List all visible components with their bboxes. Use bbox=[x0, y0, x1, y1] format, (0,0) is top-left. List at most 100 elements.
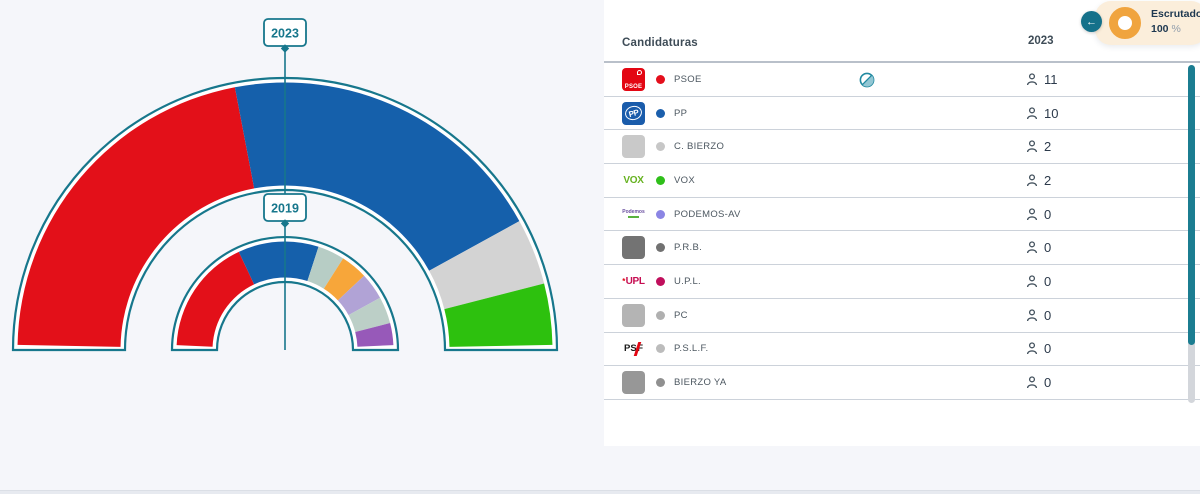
candidature-row[interactable]: C. BIERZO 2 bbox=[604, 130, 1200, 165]
candidature-row[interactable]: PP PP 10 bbox=[604, 96, 1200, 131]
year-label-2019: 2019 bbox=[271, 202, 299, 216]
chart-segment-2023-0[interactable] bbox=[17, 87, 255, 347]
candidature-row[interactable]: P.R.B. 0 bbox=[604, 231, 1200, 266]
chart-segment-2023-1[interactable] bbox=[234, 82, 520, 271]
seat-count: 0 bbox=[1044, 240, 1052, 256]
collapse-back-button[interactable]: ← bbox=[1081, 11, 1102, 32]
party-label: C. BIERZO bbox=[674, 141, 725, 153]
party-color-dot bbox=[656, 74, 665, 84]
candidatures-panel: Candidaturas 2023 PSOE PSOE 11 PP bbox=[604, 0, 1200, 446]
year-column-header: 2023 bbox=[1028, 35, 1054, 47]
seats-cell: 0 bbox=[1026, 366, 1051, 399]
party-logo bbox=[622, 236, 645, 260]
chart-segment-2019-2[interactable] bbox=[307, 246, 344, 289]
chart-segment-2019-5[interactable] bbox=[348, 297, 391, 332]
party-color-dot bbox=[656, 142, 665, 152]
chart-segment-2019-0[interactable] bbox=[176, 251, 255, 347]
seat-count: 10 bbox=[1044, 105, 1059, 121]
chart-segment-2019-1[interactable] bbox=[238, 241, 319, 285]
party-label: VOX bbox=[674, 174, 695, 186]
party-color-dot bbox=[656, 310, 665, 320]
party-logo: Podemos bbox=[622, 203, 645, 226]
candidature-row[interactable]: PSOE PSOE 11 bbox=[604, 63, 1200, 97]
party-logo bbox=[622, 371, 645, 395]
candidature-row[interactable]: * UPL U.P.L. 0 bbox=[604, 265, 1200, 299]
person-icon bbox=[1026, 207, 1038, 220]
party-logo: PS F bbox=[624, 341, 643, 356]
seats-cell: 0 bbox=[1026, 333, 1051, 366]
seat-count: 2 bbox=[1044, 139, 1052, 155]
person-icon bbox=[1026, 309, 1038, 321]
seats-cell: 0 bbox=[1026, 198, 1051, 231]
escrutado-badge: Escrutado 100 % bbox=[1095, 1, 1200, 45]
seats-cell: 10 bbox=[1026, 97, 1058, 130]
party-color-dot bbox=[656, 209, 665, 219]
pact-icon[interactable] bbox=[859, 72, 875, 88]
seat-count: 0 bbox=[1044, 273, 1052, 289]
party-label: P.R.B. bbox=[674, 242, 703, 254]
seats-cell: 2 bbox=[1026, 130, 1051, 163]
seats-cell: 11 bbox=[1026, 63, 1058, 96]
person-icon bbox=[1026, 342, 1038, 355]
party-color-dot bbox=[656, 175, 665, 185]
seats-cell: 0 bbox=[1026, 265, 1051, 298]
seat-count: 0 bbox=[1044, 307, 1052, 323]
seat-count: 11 bbox=[1044, 71, 1058, 87]
chart-segment-2023-3[interactable] bbox=[444, 283, 553, 347]
candidature-row[interactable]: Podemos PODEMOS-AV 0 bbox=[604, 197, 1200, 232]
party-label: PODEMOS-AV bbox=[674, 208, 741, 220]
person-icon bbox=[1026, 73, 1038, 86]
seats-cell: 0 bbox=[1026, 231, 1051, 264]
seat-count: 0 bbox=[1044, 375, 1052, 391]
scrollbar-thumb[interactable] bbox=[1188, 65, 1195, 345]
party-logo: PSOE bbox=[622, 67, 645, 91]
hemicycle-chart-area: 2023 2019 bbox=[11, 18, 559, 352]
person-icon bbox=[1026, 275, 1038, 288]
party-label: PC bbox=[674, 309, 688, 321]
candidatures-column-header: Candidaturas bbox=[622, 37, 698, 49]
candidature-row[interactable]: BIERZO YA 0 bbox=[604, 366, 1200, 400]
seat-count: 0 bbox=[1044, 341, 1052, 357]
party-logo: * UPL bbox=[622, 275, 645, 287]
party-logo: VOX bbox=[623, 174, 644, 186]
person-icon bbox=[1026, 106, 1038, 119]
party-label: PSOE bbox=[674, 73, 702, 85]
party-color-dot bbox=[656, 108, 665, 118]
party-logo: PP bbox=[622, 101, 645, 125]
party-color-dot bbox=[656, 344, 665, 354]
bottom-divider bbox=[0, 490, 1200, 494]
table-header: Candidaturas 2023 bbox=[604, 0, 1200, 63]
chart-segment-2019-6[interactable] bbox=[355, 323, 394, 347]
chart-segment-2019-3[interactable] bbox=[323, 258, 365, 301]
seats-cell: 0 bbox=[1026, 299, 1051, 332]
hemicycle-chart: 2023 2019 bbox=[11, 18, 559, 352]
year-box-pointer bbox=[280, 219, 290, 228]
escrutado-donut-icon bbox=[1109, 7, 1141, 39]
party-color-dot bbox=[656, 276, 665, 286]
candidature-row[interactable]: PC 0 bbox=[604, 298, 1200, 333]
candidature-rows: PSOE PSOE 11 PP PP bbox=[604, 63, 1200, 400]
escrutado-unit: % bbox=[1171, 23, 1181, 35]
party-logo bbox=[622, 135, 645, 159]
party-label: BIERZO YA bbox=[674, 377, 727, 389]
escrutado-value: 100 bbox=[1151, 23, 1169, 35]
seat-count: 2 bbox=[1044, 172, 1052, 188]
party-label: PP bbox=[674, 107, 688, 119]
candidature-row[interactable]: PS F P.S.L.F. 0 bbox=[604, 332, 1200, 367]
escrutado-label: Escrutado bbox=[1151, 8, 1200, 20]
left-arrow-icon: ← bbox=[1086, 15, 1097, 28]
seat-count: 0 bbox=[1044, 206, 1052, 222]
year-box-pointer bbox=[280, 44, 290, 53]
chart-segment-2023-2[interactable] bbox=[429, 221, 545, 310]
person-icon bbox=[1026, 140, 1038, 153]
person-icon bbox=[1026, 241, 1038, 254]
escrutado-text: Escrutado 100 % bbox=[1151, 7, 1200, 37]
party-label: U.P.L. bbox=[674, 275, 701, 287]
party-logo bbox=[622, 303, 645, 327]
person-icon bbox=[1026, 376, 1038, 389]
chart-segment-2019-4[interactable] bbox=[337, 275, 381, 316]
year-label-2023: 2023 bbox=[271, 27, 299, 41]
party-color-dot bbox=[656, 378, 665, 388]
candidature-row[interactable]: VOX VOX 2 bbox=[604, 164, 1200, 198]
